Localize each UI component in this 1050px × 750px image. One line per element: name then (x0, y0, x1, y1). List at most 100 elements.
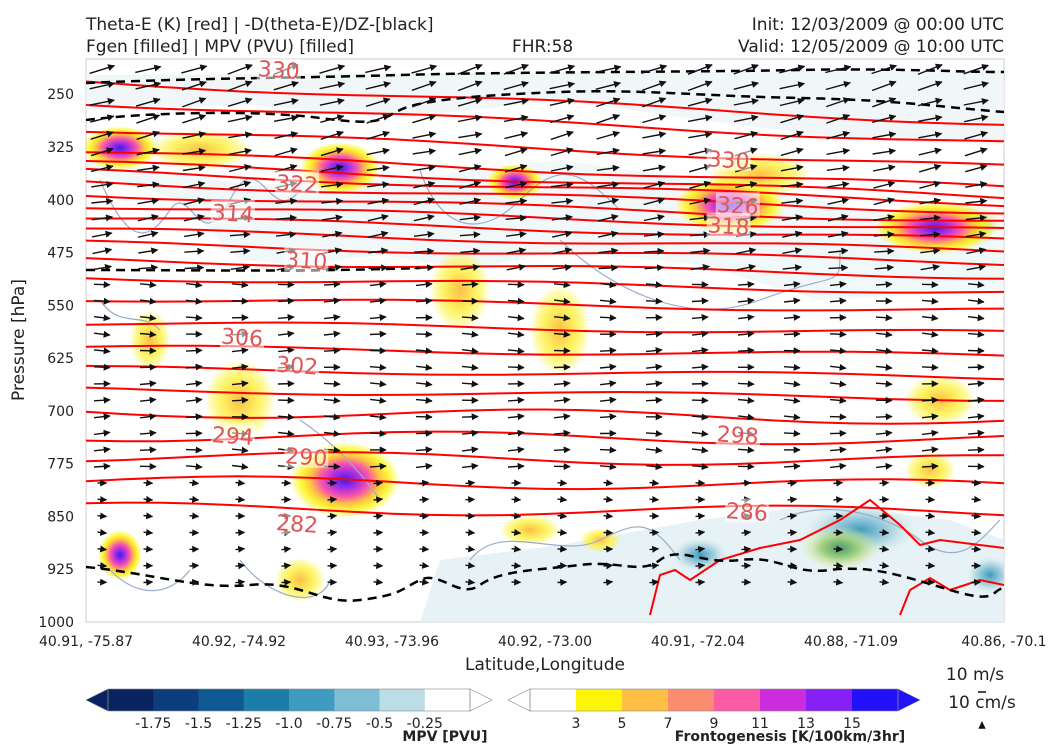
title-line-1: Theta-E (K) [red] | -D(theta-E)/DZ-[blac… (86, 15, 434, 35)
colorbar-tick-label: 9 (710, 716, 719, 732)
wind-key: 10 m/s 10 cm/s (946, 665, 1016, 729)
x-tick-label: 40.88, -71.09 (804, 634, 898, 650)
wind-vector (826, 113, 851, 124)
wind-vector (829, 297, 847, 305)
wind-vector (783, 462, 801, 470)
wind-vector (323, 280, 341, 288)
wind-vector (779, 64, 806, 74)
wind-vector (183, 197, 205, 206)
wind-vector (641, 64, 668, 74)
wind-vector (89, 64, 116, 75)
wind-vector (828, 264, 849, 272)
wind-vector (872, 114, 897, 123)
theta-e-label: 302 (275, 353, 319, 381)
wind-vector (919, 180, 942, 189)
wind-vector (736, 263, 756, 271)
wind-vector (551, 214, 573, 222)
wind-vector (965, 164, 988, 173)
wind-vector (967, 330, 985, 338)
colorbar-extend-left (507, 688, 531, 712)
wind-vector (643, 180, 666, 189)
wind-vector (185, 463, 203, 471)
theta-e-label-bg (220, 323, 265, 348)
wind-vector (462, 347, 479, 355)
wind-vector (741, 545, 752, 553)
wind-vector (871, 80, 897, 92)
colorbar-tick-label: -0.25 (407, 716, 443, 732)
wind-vector (327, 529, 338, 537)
wind-vector (829, 280, 847, 288)
wind-vector (505, 230, 527, 238)
wind-vector (644, 247, 665, 255)
wind-vector (507, 347, 525, 355)
wind-vector (737, 330, 755, 338)
wind-vector (140, 314, 157, 322)
wind-vector (507, 462, 525, 470)
wind-vector (879, 562, 890, 569)
theta-e-line (649, 498, 1004, 616)
theta-e-label-bg (715, 421, 760, 446)
wind-vector (963, 81, 989, 90)
wind-vector (787, 479, 798, 487)
wind-vector (596, 113, 621, 124)
wind-vector (642, 131, 667, 139)
wind-vector (833, 562, 844, 569)
wind-vector (783, 413, 801, 421)
colorbar-swatch (852, 689, 899, 711)
colorbar-swatch (424, 689, 471, 711)
wind-vector (733, 81, 759, 90)
wind-vector (692, 330, 709, 338)
wind-vector (143, 578, 154, 586)
wind-vector (465, 529, 476, 537)
wind-vector (323, 330, 341, 338)
mpv-colorbar: -1.75 -1.5 -1.25 -1.0 -0.75 -0.5 -0.25 (85, 688, 493, 732)
wind-vector (829, 413, 847, 421)
theta-e-label: 322 (275, 171, 319, 199)
wind-vector (511, 545, 522, 553)
wind-vector (965, 214, 987, 222)
wind-vector (919, 231, 941, 239)
wind-vector (460, 264, 481, 271)
title-line-2: Fgen [filled] | MPV (PVU) [filled] (86, 37, 355, 57)
wind-vector (324, 413, 341, 421)
theta-e-line (86, 160, 1004, 200)
wind-vector (873, 180, 896, 189)
wind-vector (91, 181, 114, 189)
wind-vector (508, 314, 525, 322)
theta-e-label: 306 (220, 325, 264, 353)
wind-vector (97, 545, 108, 553)
wind-vector (275, 231, 297, 238)
wind-vector (508, 429, 525, 437)
wind-vector (324, 313, 341, 321)
wind-vector (922, 314, 939, 322)
colorbar-tick-label: 15 (843, 716, 861, 732)
wind-vector (232, 463, 249, 471)
wind-vector (412, 131, 437, 139)
wind-vector (599, 413, 617, 421)
wind-vector (557, 495, 568, 503)
wind-vector (971, 545, 982, 553)
wind-vector (183, 180, 206, 189)
wind-vector (324, 430, 341, 438)
wind-vector (182, 147, 207, 155)
wind-vector (597, 181, 620, 189)
wind-vector (553, 380, 571, 388)
y-tick-label: 475 (47, 246, 74, 262)
wind-vector (600, 281, 617, 289)
wind-vector (925, 545, 936, 553)
wind-vector (228, 164, 252, 173)
wind-vector (277, 413, 295, 421)
wind-vector (414, 264, 435, 272)
wind-vector (783, 380, 801, 388)
colorbar-swatch (760, 689, 807, 711)
wind-vector (97, 528, 108, 536)
wind-vector (235, 479, 246, 487)
wind-vector (645, 347, 663, 354)
wind-vector (833, 496, 844, 504)
wind-vector (645, 330, 663, 338)
wind-vector (603, 562, 614, 570)
wind-vector (691, 463, 709, 471)
wind-vector (92, 247, 113, 255)
wind-vector (779, 97, 805, 107)
wind-vector (783, 363, 801, 371)
